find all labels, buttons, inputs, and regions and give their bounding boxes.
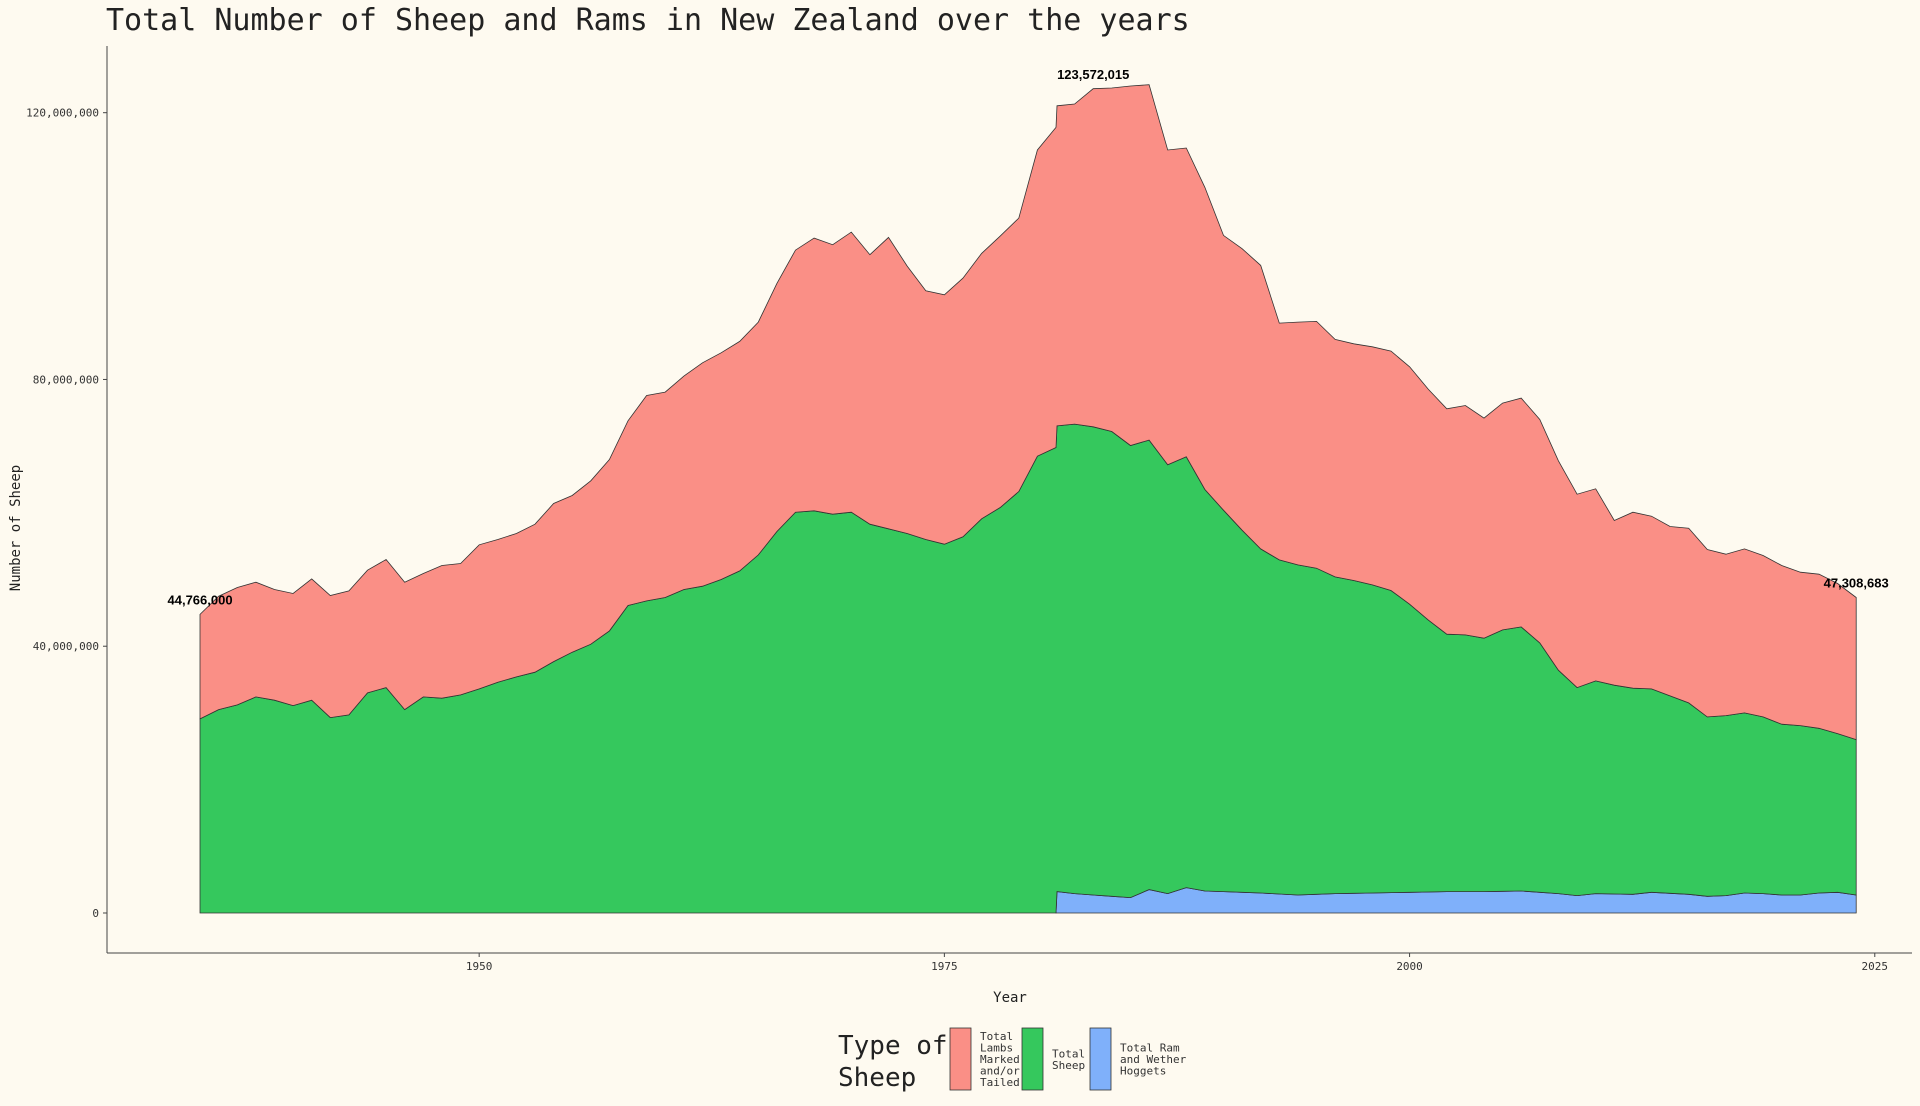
legend-label: Total Ram and Wether Hoggets	[1120, 1042, 1187, 1078]
area-layers	[199, 84, 1857, 914]
y-axis-title: Number of Sheep	[8, 465, 24, 591]
legend-swatch	[1021, 1027, 1044, 1091]
legend-title: Type of Sheep	[838, 1031, 963, 1093]
annotation-labels: 44,766,000 123,572,015 47,308,683	[168, 67, 1889, 608]
legend-item-total-ram-and-wether-hoggets: Total Ram and Wether Hoggets	[1089, 1027, 1187, 1091]
legend-title-line-2: Sheep	[838, 1063, 916, 1093]
legend-item-total-lambs-marked-and-or-tailed: Total Lambs Marked and/or Tailed	[949, 1027, 1020, 1091]
legend-item-total-sheep: Total Sheep	[1021, 1027, 1085, 1091]
legend-label: Total Sheep	[1052, 1047, 1085, 1072]
x-tick-label: 1950	[466, 960, 493, 973]
data-label-annotation: 47,308,683	[1824, 575, 1889, 590]
area-total-lambs-marked-and-or-tailed	[199, 84, 1857, 741]
x-tick-label: 2000	[1396, 960, 1423, 973]
legend-title-line-1: Type of	[838, 1031, 948, 1061]
y-tick-label: 0	[92, 907, 99, 920]
legend-swatch	[1089, 1027, 1112, 1091]
x-axis-title: Year	[993, 990, 1027, 1006]
x-tick-label: 2025	[1862, 960, 1889, 973]
x-axis-ticks: 1950 1975 2000 2025	[466, 953, 1888, 973]
legend: Type of Sheep Total Lambs Marked and/or Tail…	[838, 1027, 1187, 1093]
legend-swatch	[949, 1027, 972, 1091]
y-tick-label: 120,000,000	[26, 107, 99, 120]
chart-title: Total Number of Sheep and Rams in New Ze…	[106, 3, 1190, 38]
y-tick-label: 80,000,000	[33, 373, 99, 386]
x-tick-label: 1975	[931, 960, 958, 973]
legend-label: Total Lambs Marked and/or Tailed	[980, 1030, 1020, 1089]
y-axis-ticks: 0 40,000,000 80,000,000 120,000,000	[26, 107, 107, 920]
y-tick-label: 40,000,000	[33, 640, 99, 653]
data-label-annotation: 123,572,015	[1057, 67, 1129, 82]
data-label-annotation: 44,766,000	[168, 592, 233, 607]
